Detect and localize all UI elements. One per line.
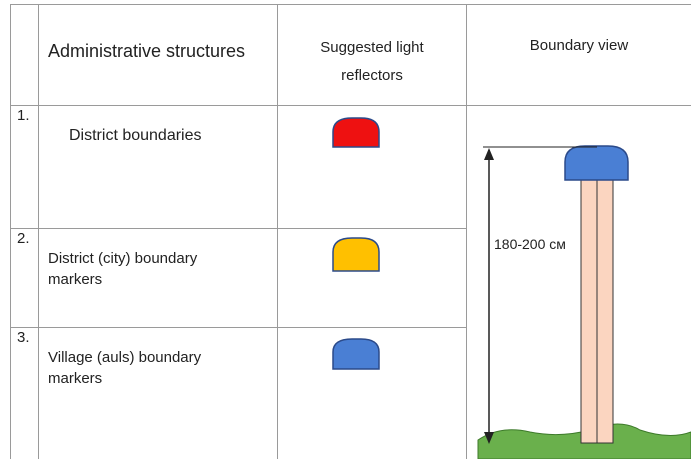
- row-number: 3.: [17, 329, 30, 346]
- row-name: Village (auls) boundary markers: [48, 349, 202, 387]
- border: [38, 4, 39, 459]
- border: [10, 105, 691, 106]
- header-cell: Boundary view: [529, 37, 629, 54]
- row-name: District (city) boundary markers: [48, 250, 198, 288]
- border: [10, 4, 691, 5]
- arrow-head: [484, 148, 494, 160]
- border: [466, 4, 467, 459]
- row-number: 1.: [17, 107, 30, 124]
- border: [10, 327, 466, 328]
- red-reflector: [332, 117, 380, 148]
- border: [10, 4, 11, 459]
- height-label: 180-200 см: [494, 236, 566, 252]
- pole-reflector: [564, 145, 629, 181]
- header-cell: Administrative structures: [48, 41, 246, 61]
- row-name: District boundaries: [69, 127, 202, 144]
- row-number: 2.: [17, 230, 30, 247]
- header-cell: Suggested light reflectors: [320, 39, 424, 84]
- border: [277, 4, 278, 459]
- arrow-head: [484, 432, 494, 444]
- yellow-reflector: [332, 237, 380, 272]
- blue-reflector: [332, 338, 380, 370]
- border: [10, 228, 466, 229]
